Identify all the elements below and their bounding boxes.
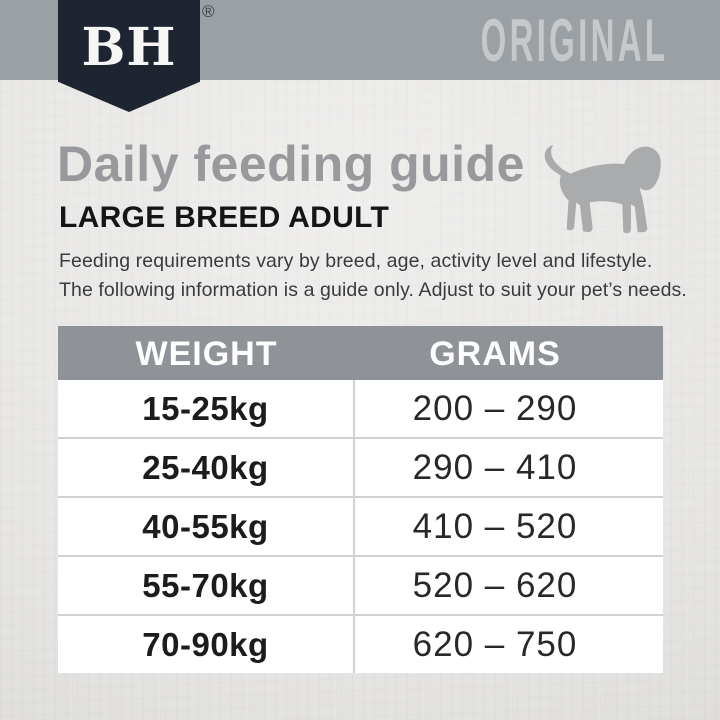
feeding-note: Feeding requirements vary by breed, age,…: [59, 247, 687, 304]
weight-cell: 15-25kg: [58, 380, 355, 437]
column-header-grams: GRAMS: [429, 334, 561, 373]
table-header-row: WEIGHT GRAMS: [58, 326, 663, 380]
table-row: 25-40kg 290 – 410: [58, 437, 663, 496]
column-header-weight: WEIGHT: [135, 334, 278, 373]
grams-cell: 200 – 290: [412, 388, 578, 428]
brand-logo: BH: [81, 17, 177, 78]
table-row: 70-90kg 620 – 750: [58, 614, 663, 673]
feeding-table: WEIGHT GRAMS 15-25kg 200 – 290 25-40kg 2…: [58, 326, 663, 673]
feeding-note-line2: The following information is a guide onl…: [59, 278, 687, 301]
weight-cell: 70-90kg: [58, 616, 355, 673]
grams-cell: 410 – 520: [412, 506, 578, 546]
table-row: 55-70kg 520 – 620: [58, 555, 663, 614]
weight-cell: 40-55kg: [58, 498, 355, 555]
dog-silhouette-icon: [544, 144, 661, 234]
registered-trademark-icon: ®: [202, 2, 215, 21]
brand-badge: BH: [58, 0, 200, 112]
feeding-note-line1: Feeding requirements vary by breed, age,…: [59, 250, 653, 272]
product-range-label: ORIGINAL: [480, 7, 668, 74]
grams-cell: 520 – 620: [412, 565, 578, 605]
weight-cell: 25-40kg: [58, 439, 355, 496]
page-title: Daily feeding guide: [57, 136, 525, 192]
grams-cell: 290 – 410: [412, 447, 578, 487]
table-row: 15-25kg 200 – 290: [58, 380, 663, 437]
grams-cell: 620 – 750: [412, 624, 578, 664]
table-row: 40-55kg 410 – 520: [58, 496, 663, 555]
weight-cell: 55-70kg: [58, 557, 355, 614]
page-subtitle: LARGE BREED ADULT: [59, 201, 390, 234]
